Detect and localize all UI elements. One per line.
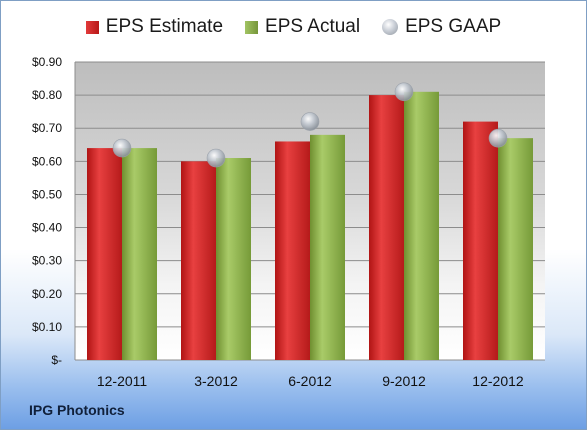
marker-eps-gaap (206, 148, 226, 168)
y-tick-label: $0.50 (32, 187, 62, 201)
legend-label-eps-actual: EPS Actual (265, 16, 361, 37)
x-tick-label: 3-2012 (194, 373, 238, 389)
marker-eps-gaap (300, 112, 320, 131)
marker-eps-gaap (394, 82, 414, 102)
y-tick-label: $0.60 (32, 154, 62, 168)
legend-label-eps-estimate: EPS Estimate (105, 16, 224, 37)
marker-eps-gaap (112, 138, 132, 158)
bar-eps-estimate (463, 121, 498, 360)
legend-label-eps-gaap: EPS GAAP (405, 16, 502, 37)
bar-eps-estimate (369, 95, 404, 360)
y-tick-label: $0.20 (32, 287, 62, 301)
bar-eps-actual (310, 134, 345, 360)
legend-swatch-eps-gaap (382, 19, 399, 35)
bar-eps-estimate (87, 148, 122, 360)
x-tick-label: 6-2012 (288, 373, 332, 389)
legend-item-eps-actual: EPS Actual (245, 16, 360, 38)
y-tick-label: $- (51, 353, 62, 367)
chart-legend: EPS Estimate EPS Actual EPS GAAP (0, 14, 587, 40)
x-tick-label: 9-2012 (382, 373, 426, 389)
legend-swatch-eps-estimate (85, 20, 99, 34)
y-tick-label: $0.90 (32, 55, 62, 69)
y-tick-label: $0.30 (32, 254, 62, 268)
y-tick-label: $0.40 (32, 221, 62, 235)
y-tick-label: $0.70 (32, 121, 62, 135)
legend-item-eps-estimate: EPS Estimate (85, 16, 224, 38)
bar-eps-actual (122, 148, 157, 360)
legend-item-eps-gaap: EPS GAAP (382, 16, 501, 38)
y-tick-label: $0.80 (32, 88, 62, 102)
x-tick-label: 12-2011 (97, 373, 148, 389)
company-label: IPG Photonics (29, 402, 125, 418)
legend-swatch-eps-actual (245, 20, 259, 34)
bar-eps-actual (216, 158, 251, 360)
bar-eps-actual (404, 91, 439, 361)
bar-eps-actual (498, 138, 533, 360)
x-tick-label: 12-2012 (472, 373, 524, 389)
y-tick-label: $0.10 (32, 320, 62, 334)
bar-eps-estimate (181, 161, 216, 360)
bar-eps-estimate (275, 141, 310, 360)
marker-eps-gaap (488, 128, 508, 148)
